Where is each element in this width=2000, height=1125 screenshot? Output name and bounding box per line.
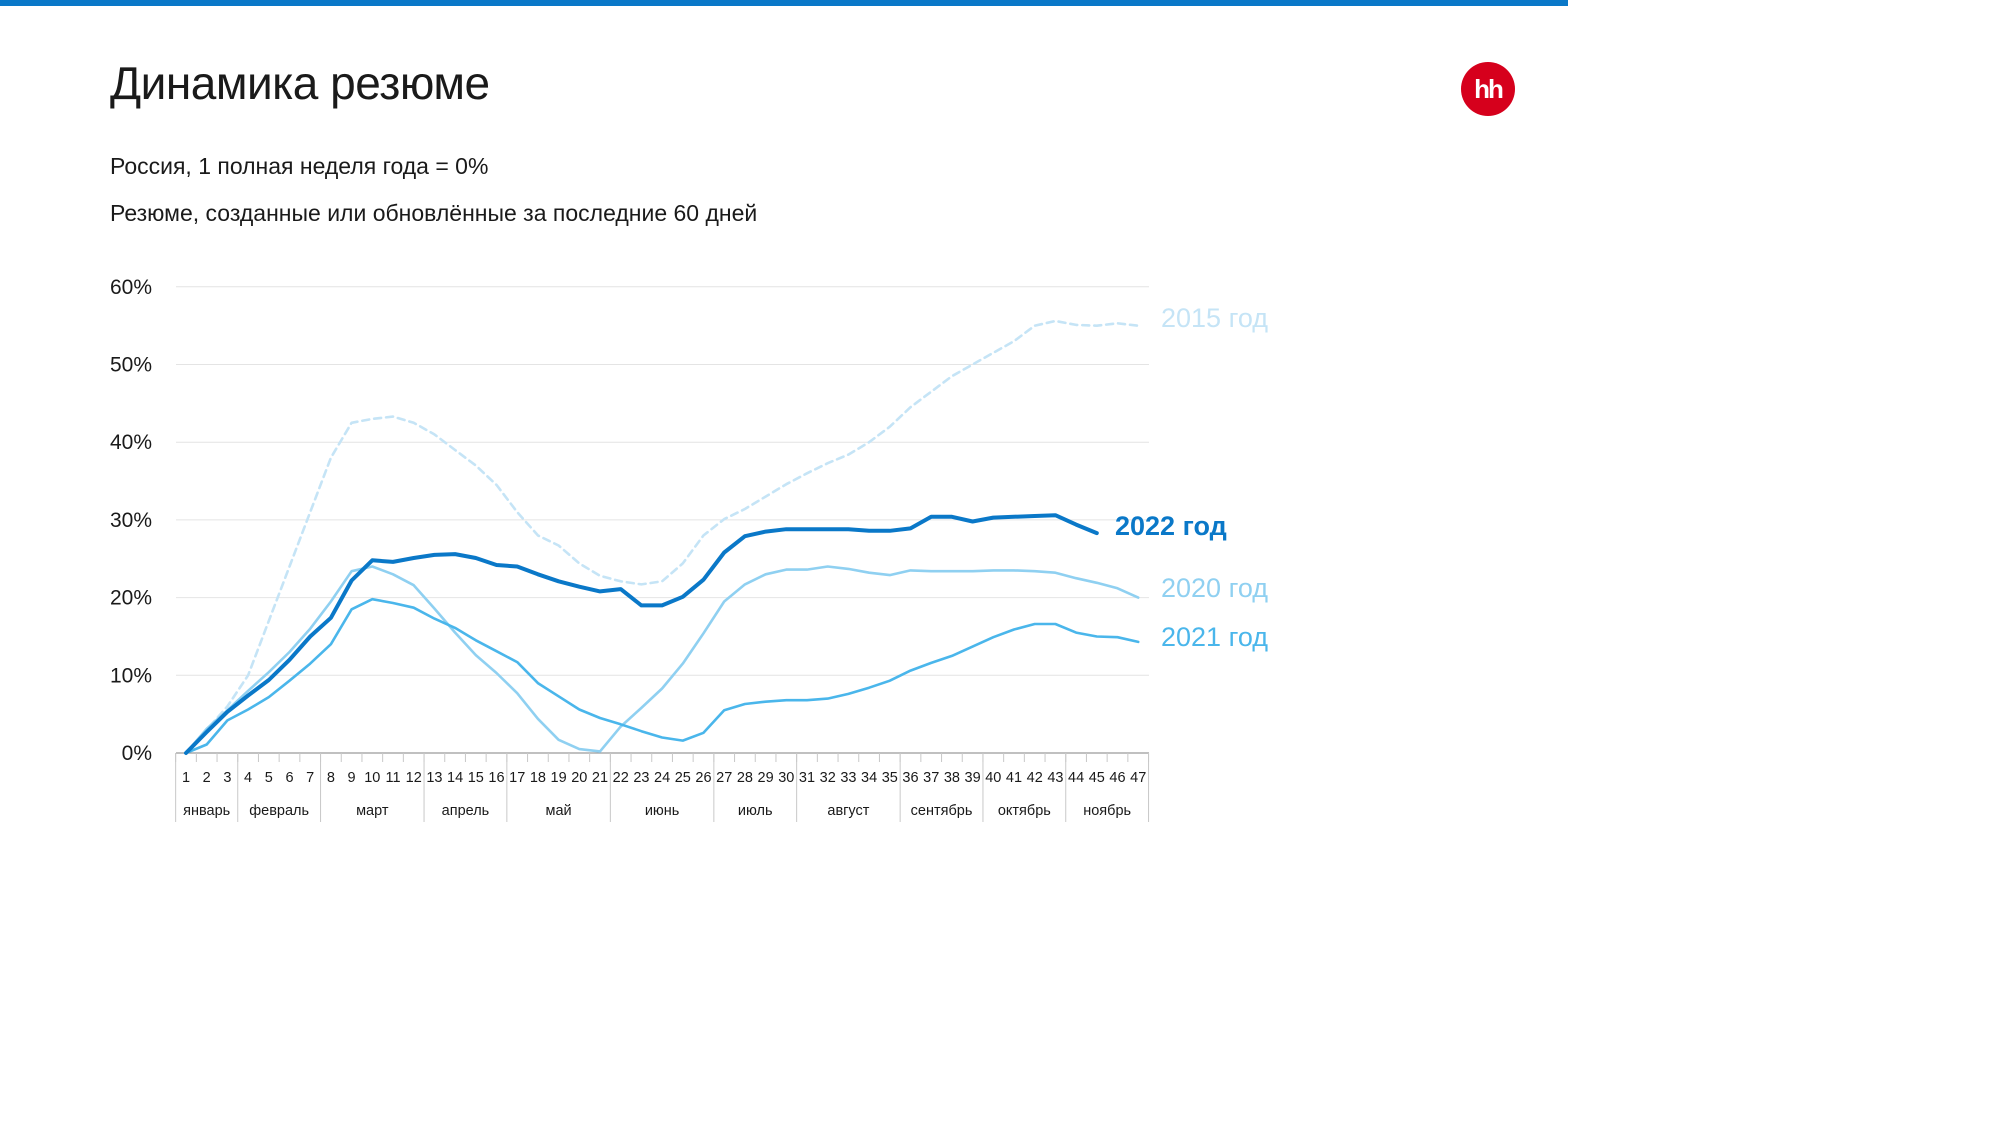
x-tick-label: 12 bbox=[406, 770, 422, 786]
x-tick-label: 4 bbox=[244, 770, 252, 786]
month-label: май bbox=[546, 803, 572, 819]
y-tick-label: 20% bbox=[110, 587, 152, 610]
x-tick-label: 19 bbox=[551, 770, 567, 786]
series-line-2022 bbox=[184, 513, 1099, 755]
page-title: Динамика резюме bbox=[110, 57, 490, 109]
subtitle-region: Россия, 1 полная неделя года = 0% bbox=[110, 153, 489, 179]
x-tick-label: 26 bbox=[695, 770, 711, 786]
hh-logo: hh bbox=[1461, 62, 1515, 116]
x-tick-label: 25 bbox=[675, 770, 691, 786]
month-label: январь bbox=[183, 803, 230, 819]
month-label: март bbox=[356, 803, 389, 819]
x-tick-label: 22 bbox=[613, 770, 629, 786]
x-tick-label: 37 bbox=[923, 770, 939, 786]
x-tick-label: 36 bbox=[902, 770, 918, 786]
x-tick-label: 29 bbox=[758, 770, 774, 786]
x-tick-label: 46 bbox=[1109, 770, 1125, 786]
series-label-2021: 2021 год bbox=[1161, 622, 1268, 652]
x-tick-label: 35 bbox=[882, 770, 898, 786]
month-label: февраль bbox=[249, 803, 309, 819]
x-tick-label: 21 bbox=[592, 770, 608, 786]
month-label: октябрь bbox=[998, 803, 1051, 819]
x-tick-label: 33 bbox=[840, 770, 856, 786]
x-tick-label: 13 bbox=[426, 770, 442, 786]
y-tick-label: 10% bbox=[110, 664, 152, 687]
x-tick-label: 18 bbox=[530, 770, 546, 786]
x-tick-label: 31 bbox=[799, 770, 815, 786]
x-tick-label: 16 bbox=[488, 770, 504, 786]
x-tick-label: 44 bbox=[1068, 770, 1084, 786]
x-tick-label: 47 bbox=[1130, 770, 1146, 786]
series-label-2020: 2020 год bbox=[1161, 573, 1268, 603]
x-tick-label: 15 bbox=[468, 770, 484, 786]
x-tick-label: 40 bbox=[985, 770, 1001, 786]
y-tick-label: 40% bbox=[110, 431, 152, 454]
x-tick-label: 28 bbox=[737, 770, 753, 786]
x-tick-label: 3 bbox=[223, 770, 231, 786]
x-tick-label: 1 bbox=[182, 770, 190, 786]
logo-text: hh bbox=[1474, 73, 1504, 104]
x-tick-label: 34 bbox=[861, 770, 877, 786]
x-tick-label: 10 bbox=[364, 770, 380, 786]
x-tick-label: 39 bbox=[965, 770, 981, 786]
x-tick-label: 42 bbox=[1027, 770, 1043, 786]
x-tick-label: 5 bbox=[265, 770, 273, 786]
month-label: август bbox=[827, 803, 869, 819]
x-tick-label: 11 bbox=[385, 770, 400, 786]
month-label: ноябрь bbox=[1083, 803, 1131, 819]
x-tick-label: 9 bbox=[348, 770, 356, 786]
resume-dynamics-chart: 0%10%20%30%40%50%60% 1 2 3 4 5 6 7 8 9 10 11 12 13 14… bbox=[110, 276, 1268, 822]
x-tick-label: 6 bbox=[285, 770, 293, 786]
x-tick-label: 30 bbox=[778, 770, 794, 786]
series-lines bbox=[184, 319, 1140, 755]
month-label: июль bbox=[738, 803, 773, 819]
x-tick-label: 38 bbox=[944, 770, 960, 786]
month-label: июнь bbox=[645, 803, 680, 819]
x-tick-label: 14 bbox=[447, 770, 463, 786]
month-label: апрель bbox=[442, 803, 490, 819]
x-tick-label: 45 bbox=[1089, 770, 1105, 786]
x-tick-label: 8 bbox=[327, 770, 335, 786]
series-labels: 2015 год 2022 год 2020 год 2021 год bbox=[1115, 303, 1268, 652]
x-tick-label: 27 bbox=[716, 770, 732, 786]
y-axis-ticks: 0% 10% 20% 30% 40% 50% 60% bbox=[110, 276, 152, 765]
x-axis: 1 2 3 4 5 6 7 8 9 10 11 12 13 14 15 16 17 18 19 20 21 22 23 24 2… bbox=[175, 752, 1150, 822]
y-tick-label: 0% bbox=[122, 742, 152, 765]
x-tick-label: 2 bbox=[203, 770, 211, 786]
x-tick-label: 23 bbox=[633, 770, 649, 786]
series-line-2020 bbox=[184, 565, 1140, 755]
y-tick-label: 30% bbox=[110, 509, 152, 532]
series-label-2022: 2022 год bbox=[1115, 511, 1227, 541]
series-line-2021 bbox=[184, 597, 1140, 755]
x-tick-label: 41 bbox=[1006, 770, 1022, 786]
y-tick-label: 60% bbox=[110, 276, 152, 299]
x-tick-label: 43 bbox=[1047, 770, 1063, 786]
x-tick-label: 24 bbox=[654, 770, 670, 786]
x-tick-label: 17 bbox=[509, 770, 525, 786]
series-label-2015: 2015 год bbox=[1161, 303, 1268, 333]
x-tick-label: 32 bbox=[820, 770, 836, 786]
top-accent-bar bbox=[0, 0, 1568, 6]
subtitle-metric: Резюме, созданные или обновлённые за пос… bbox=[110, 200, 758, 226]
series-line-2015 bbox=[184, 319, 1140, 755]
y-tick-label: 50% bbox=[110, 354, 152, 377]
x-tick-label: 7 bbox=[306, 770, 314, 786]
month-label: сентябрь bbox=[911, 803, 973, 819]
x-tick-label: 20 bbox=[571, 770, 587, 786]
